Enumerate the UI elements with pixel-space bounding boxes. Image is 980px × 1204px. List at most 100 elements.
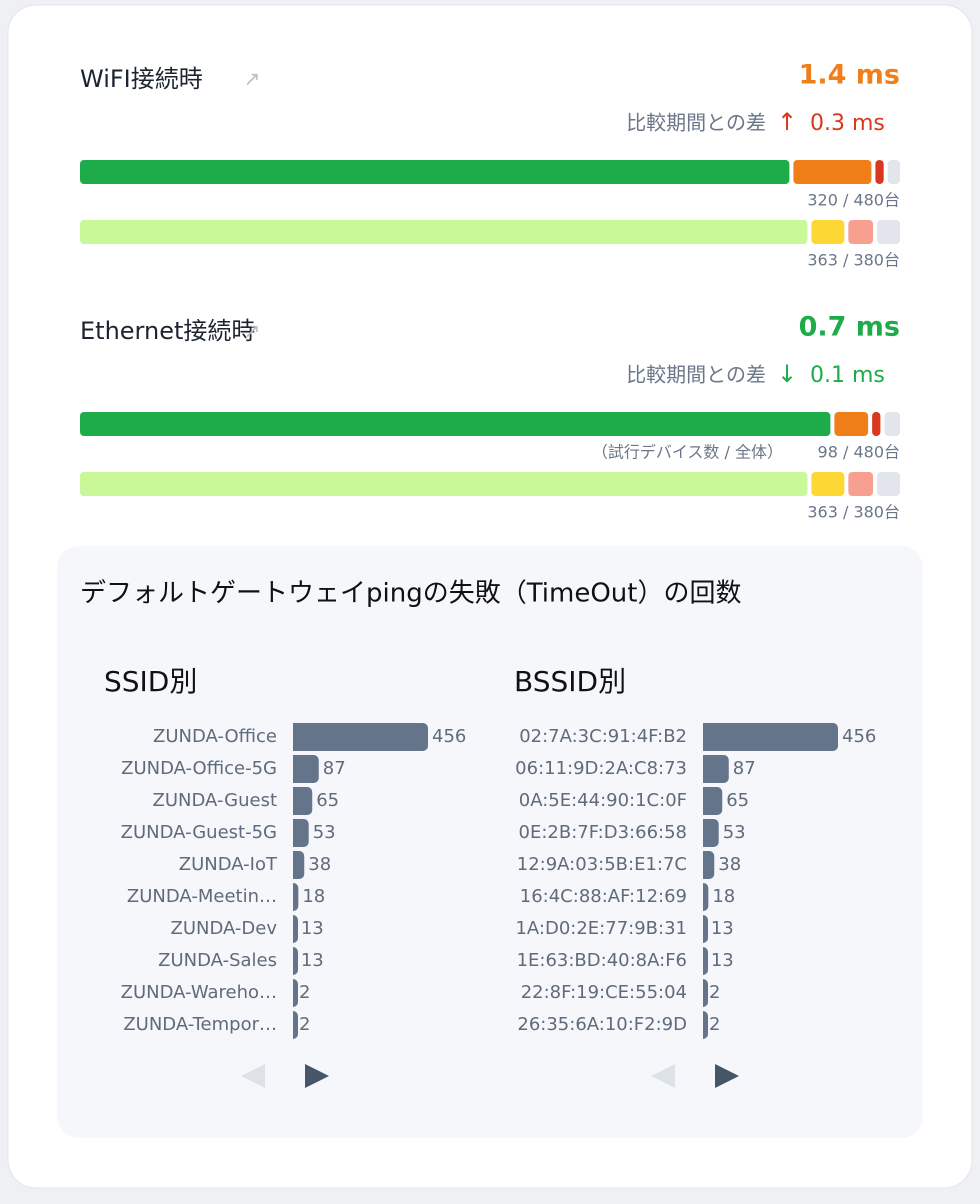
category-label: 12:9A:03:5B:E1:7C: [517, 854, 687, 875]
category-label: ZUNDA-Dev: [170, 918, 277, 939]
bar-caption: 320 / 480台: [807, 191, 900, 210]
bar: [703, 1011, 708, 1039]
bar-segment: [793, 160, 872, 184]
diff-arrow: ↓: [777, 360, 797, 388]
chart-title: BSSID別: [514, 665, 626, 698]
bar: [293, 723, 428, 751]
value-label: 18: [302, 886, 325, 907]
bar-segment: [848, 220, 874, 244]
open-icon[interactable]: ↗: [244, 319, 261, 343]
category-label: 26:35:6A:10:F2:9D: [517, 1014, 687, 1035]
bar: [293, 755, 319, 783]
category-label: ZUNDA-Guest: [153, 790, 277, 811]
value-label: 2: [709, 982, 720, 1003]
bar-segment: [887, 160, 900, 184]
value-label: 65: [316, 790, 339, 811]
bar-segment: [848, 472, 874, 496]
category-label: ZUNDA-Office: [153, 726, 277, 747]
bar-segment: [80, 412, 831, 436]
chart-title: SSID別: [104, 665, 197, 698]
value-label: 18: [712, 886, 735, 907]
bar-caption: 363 / 380台: [807, 251, 900, 270]
value-label: 13: [711, 950, 734, 971]
value-label: 13: [711, 918, 734, 939]
bar-caption-note: （試行デバイス数 / 全体）: [592, 443, 783, 462]
bar: [293, 947, 298, 975]
value-label: 87: [323, 758, 346, 779]
category-label: ZUNDA-Office-5G: [121, 758, 277, 779]
category-label: ZUNDA-Wareho…: [121, 982, 277, 1003]
section-title: WiFI接続時: [80, 65, 203, 93]
prev-button[interactable]: [651, 1064, 675, 1088]
bar: [703, 947, 708, 975]
next-button[interactable]: [305, 1064, 329, 1088]
bar-segment: [875, 160, 884, 184]
bar-segment: [884, 412, 900, 436]
category-label: 0A:5E:44:90:1C:0F: [519, 790, 687, 811]
bar-segment: [811, 220, 845, 244]
bar: [703, 915, 708, 943]
category-label: ZUNDA-Sales: [158, 950, 277, 971]
category-label: 06:11:9D:2A:C8:73: [515, 758, 687, 779]
bar-caption: 363 / 380台: [807, 503, 900, 522]
bar: [703, 883, 709, 911]
diff-arrow: ↑: [777, 108, 797, 136]
ping-title: デフォルトゲートウェイpingの失敗（TimeOut）の回数: [80, 579, 741, 609]
bar: [293, 1011, 298, 1039]
bar-segment: [872, 412, 881, 436]
bar: [293, 787, 313, 815]
category-label: ZUNDA-Guest-5G: [121, 822, 277, 843]
bar-segment: [80, 160, 790, 184]
bar: [293, 883, 299, 911]
value-label: 456: [842, 726, 876, 747]
bar: [703, 787, 723, 815]
diff-label: 比較期間との差: [626, 363, 766, 387]
diff-value: 0.1 ms: [810, 363, 885, 388]
value-label: 2: [709, 1014, 720, 1035]
bar: [703, 755, 729, 783]
bar-segment: [834, 412, 869, 436]
bar: [293, 819, 309, 847]
bar-segment: [80, 220, 808, 244]
value-label: 13: [301, 918, 324, 939]
category-label: ZUNDA-Tempor…: [123, 1014, 277, 1035]
section-value: 1.4 ms: [799, 60, 900, 91]
diff-value: 0.3 ms: [810, 111, 885, 136]
bar: [703, 819, 719, 847]
value-label: 13: [301, 950, 324, 971]
category-label: ZUNDA-Meetin…: [127, 886, 277, 907]
category-label: 02:7A:3C:91:4F:B2: [519, 726, 687, 747]
bar: [293, 979, 298, 1007]
category-label: 22:8F:19:CE:55:04: [521, 982, 687, 1003]
value-label: 53: [313, 822, 336, 843]
prev-button[interactable]: [241, 1064, 265, 1088]
next-button[interactable]: [715, 1064, 739, 1088]
category-label: 1E:63:BD:40:8A:F6: [517, 950, 687, 971]
value-label: 53: [723, 822, 746, 843]
bar: [703, 979, 708, 1007]
section-title: Ethernet接続時: [80, 317, 255, 345]
bar-segment: [877, 220, 900, 244]
open-icon[interactable]: ↗: [244, 67, 261, 91]
category-label: 16:4C:88:AF:12:69: [520, 886, 687, 907]
bar: [703, 723, 838, 751]
value-label: 2: [299, 982, 310, 1003]
bar-caption: 98 / 480台: [818, 443, 900, 462]
section-value: 0.7 ms: [799, 312, 900, 343]
category-label: ZUNDA-IoT: [179, 854, 278, 875]
value-label: 456: [432, 726, 466, 747]
value-label: 65: [726, 790, 749, 811]
value-label: 38: [308, 854, 331, 875]
category-label: 0E:2B:7F:D3:66:58: [519, 822, 687, 843]
value-label: 38: [718, 854, 741, 875]
bar: [293, 915, 298, 943]
value-label: 87: [733, 758, 756, 779]
bar-segment: [80, 472, 808, 496]
diff-label: 比較期間との差: [626, 111, 766, 135]
bar-segment: [877, 472, 900, 496]
value-label: 2: [299, 1014, 310, 1035]
bar: [703, 851, 715, 879]
category-label: 1A:D0:2E:77:9B:31: [515, 918, 687, 939]
bar-segment: [811, 472, 845, 496]
